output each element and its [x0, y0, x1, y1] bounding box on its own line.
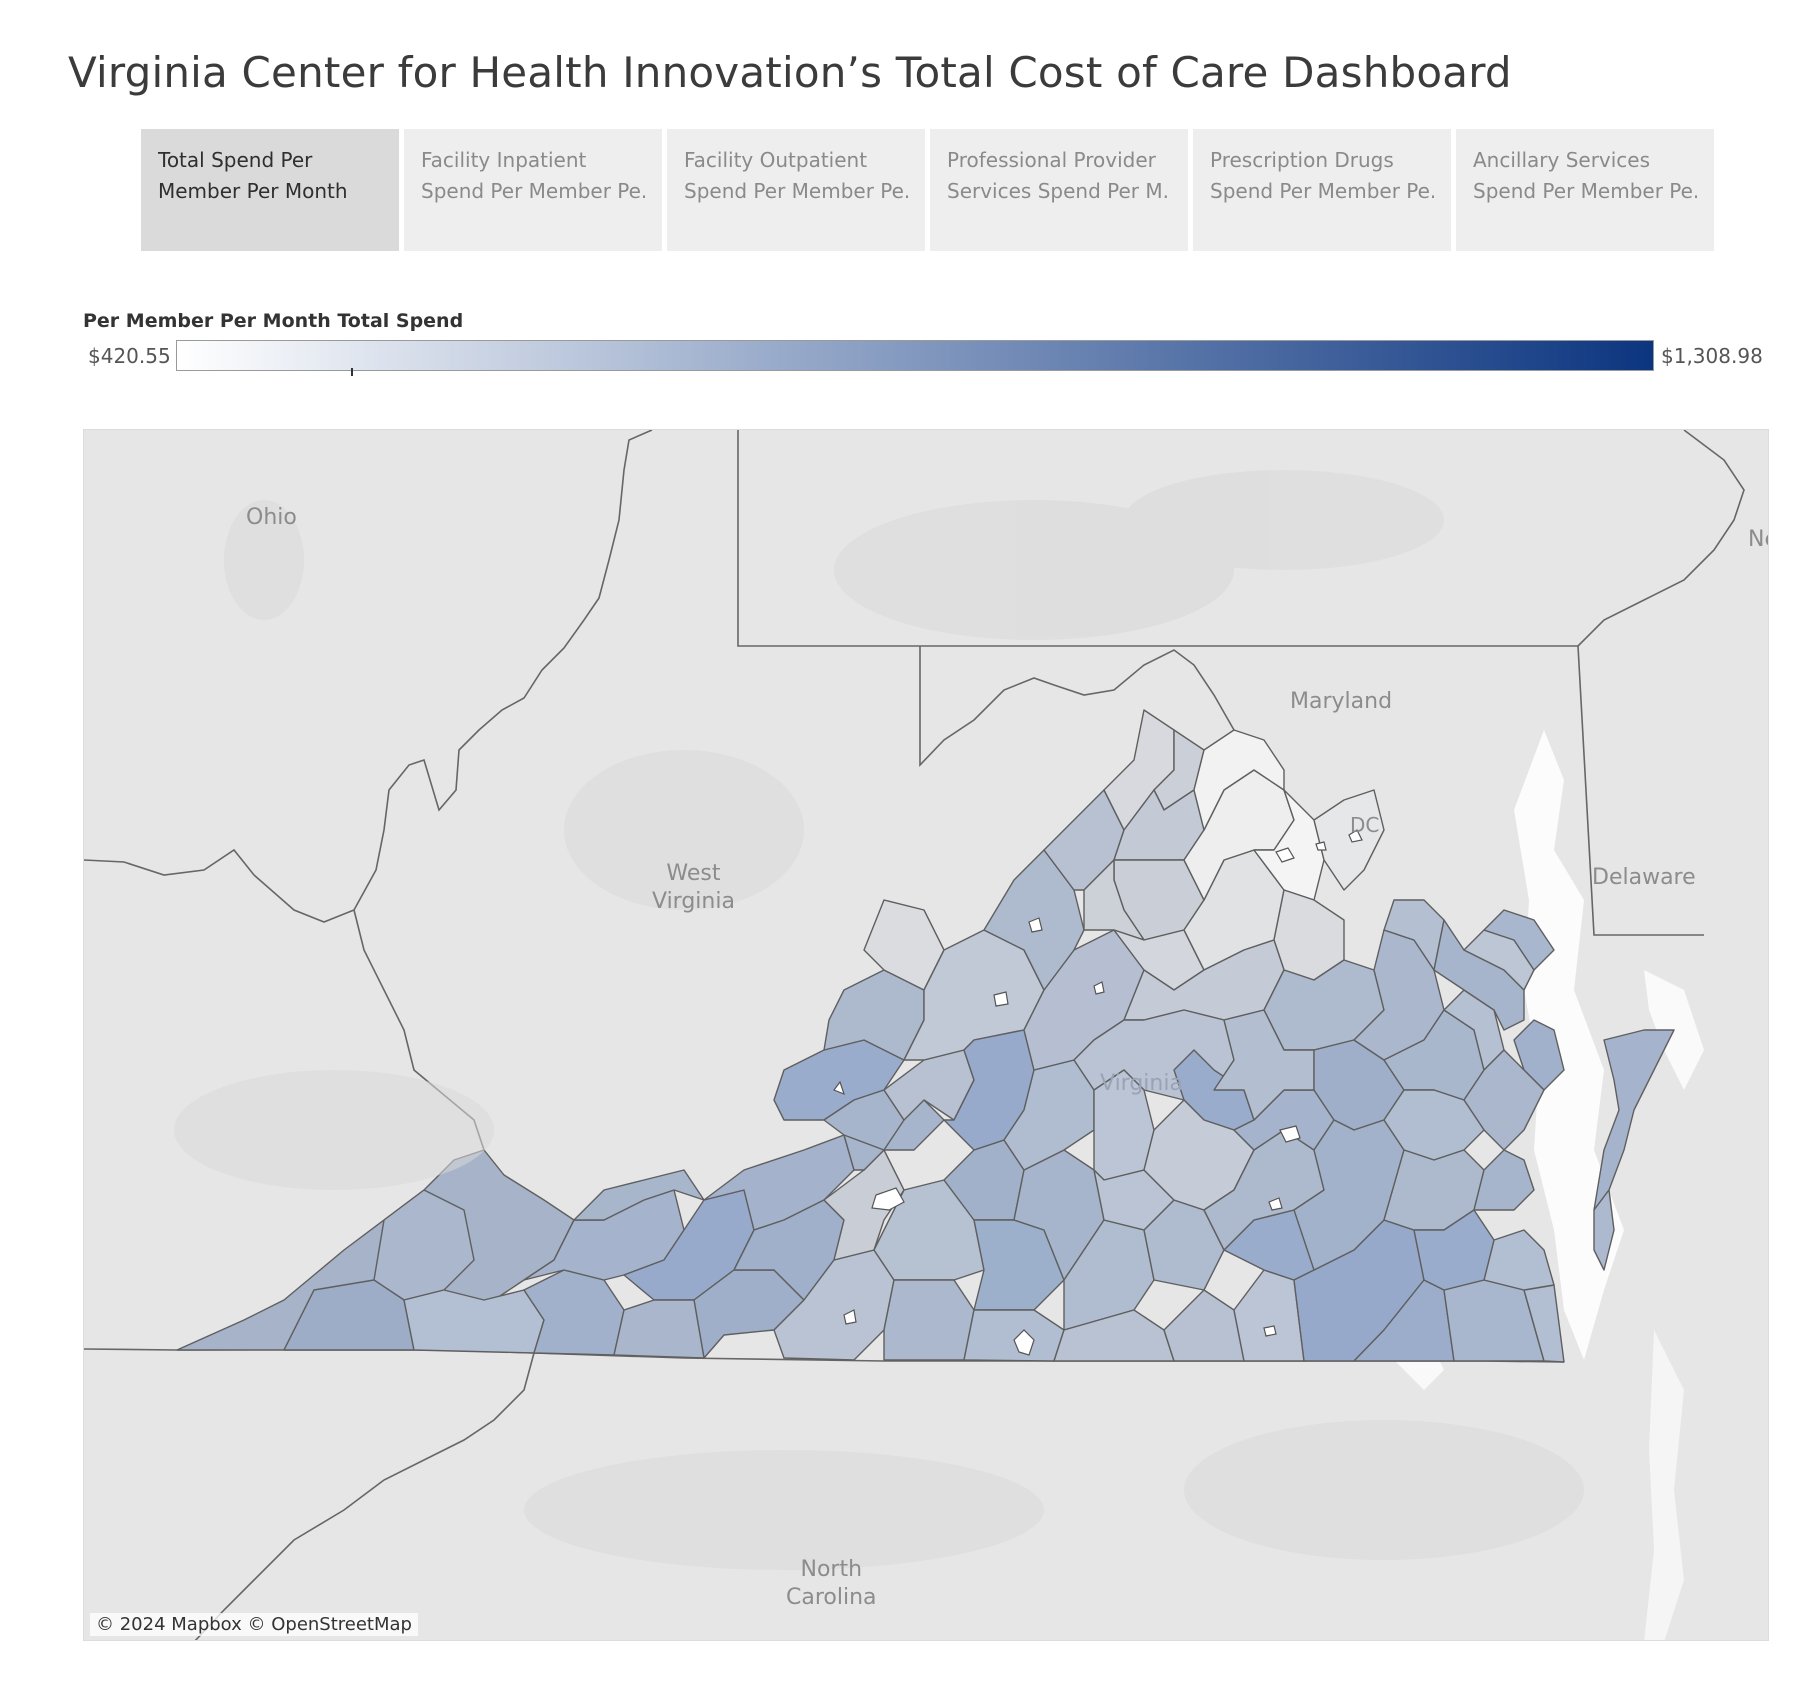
nj-border	[1577, 430, 1745, 647]
legend-marker	[351, 368, 353, 376]
county-polygon	[703, 1134, 855, 1231]
tn-nc-border	[194, 1352, 535, 1640]
map-label-line: West	[666, 861, 721, 886]
map-label-maryland: Maryland	[1290, 689, 1393, 714]
map-label-new-jersey-partial: Ne	[1748, 527, 1768, 552]
county-polygon	[883, 1279, 975, 1361]
virginia-counties[interactable]	[176, 709, 1675, 1363]
tab-ancillary-services[interactable]: Ancillary Services Spend Per Member Pe..	[1456, 129, 1714, 251]
tab-label-line2: Member Per Month	[158, 179, 348, 203]
county-polygon	[1233, 1269, 1305, 1362]
map-label-line: Virginia	[652, 889, 735, 914]
legend-color-ramp	[176, 340, 1654, 371]
map-label-line: Carolina	[786, 1585, 877, 1610]
county-polygon	[1163, 1289, 1245, 1362]
county-polygon	[403, 1289, 545, 1354]
county-polygon	[963, 1309, 1065, 1362]
terrain-shading	[174, 470, 1584, 1570]
metric-tabs: Total Spend Per Member Per Month Facilit…	[141, 129, 1719, 251]
county-polygon	[1483, 909, 1555, 971]
county-polygon	[1483, 1229, 1555, 1291]
map-label-ohio: Ohio	[246, 505, 297, 530]
legend-max-label: $1,308.98	[1661, 344, 1763, 368]
tab-label-line2: Spend Per Member Pe..	[421, 179, 645, 203]
county-polygon	[523, 1269, 625, 1356]
tab-label-line2: Spend Per Member Pe..	[684, 179, 908, 203]
md-border-west	[919, 646, 1235, 767]
tab-label-line1: Prescription Drugs	[1210, 148, 1394, 172]
legend-min-label: $420.55	[88, 344, 171, 368]
legend-title: Per Member Per Month Total Spend	[83, 310, 464, 332]
de-border	[1577, 645, 1704, 936]
tab-facility-outpatient[interactable]: Facility Outpatient Spend Per Member Pe.…	[667, 129, 925, 251]
map-label-dc: DC	[1350, 813, 1380, 837]
tab-prescription-drugs[interactable]: Prescription Drugs Spend Per Member Pe..	[1193, 129, 1451, 251]
county-polygon	[1593, 1029, 1675, 1211]
map-label-north-carolina: North Carolina	[786, 1556, 877, 1612]
tab-label-line1: Facility Outpatient	[684, 148, 868, 172]
tab-label-line1: Facility Inpatient	[421, 148, 587, 172]
md-border-north	[737, 430, 1578, 647]
county-polygon	[283, 1279, 415, 1351]
county-polygon	[1313, 789, 1385, 891]
county-polygon	[523, 1189, 685, 1281]
page-title: Virginia Center for Health Innovation’s …	[68, 48, 1512, 97]
map-label-delaware: Delaware	[1592, 865, 1696, 890]
county-polygon	[1593, 1189, 1615, 1271]
tab-label-line1: Ancillary Services	[1473, 148, 1651, 172]
map-attribution[interactable]: © 2024 Mapbox © OpenStreetMap	[90, 1613, 418, 1636]
tab-label-line1: Professional Provider	[947, 148, 1156, 172]
tab-total-spend[interactable]: Total Spend Per Member Per Month	[141, 129, 399, 251]
tab-label-line2: Spend Per Member Pe..	[1473, 179, 1697, 203]
wv-border	[84, 430, 653, 923]
county-polygon	[1353, 929, 1445, 1061]
map-label-line: North	[800, 1557, 863, 1582]
map-label-virginia: Virginia	[1100, 1071, 1183, 1096]
map-label-west-virginia: West Virginia	[652, 860, 735, 916]
tab-label-line2: Spend Per Member Pe..	[1210, 179, 1434, 203]
choropleth-map[interactable]: Ohio Maryland DC West Virginia Delaware …	[83, 429, 1769, 1641]
county-polygon	[1473, 1149, 1535, 1211]
county-polygon	[1193, 729, 1285, 831]
tab-facility-inpatient[interactable]: Facility Inpatient Spend Per Member Pe..	[404, 129, 662, 251]
county-polygon	[1083, 859, 1145, 941]
map-canvas	[84, 430, 1745, 1640]
independent-cities	[833, 829, 1363, 1356]
tab-professional-provider[interactable]: Professional Provider Services Spend Per…	[930, 129, 1188, 251]
tab-label-line2: Services Spend Per M..	[947, 179, 1171, 203]
county-polygon	[1053, 1309, 1175, 1362]
tab-label-line1: Total Spend Per	[158, 148, 313, 172]
county-polygon	[613, 1299, 705, 1359]
county-polygon	[1413, 1209, 1495, 1291]
